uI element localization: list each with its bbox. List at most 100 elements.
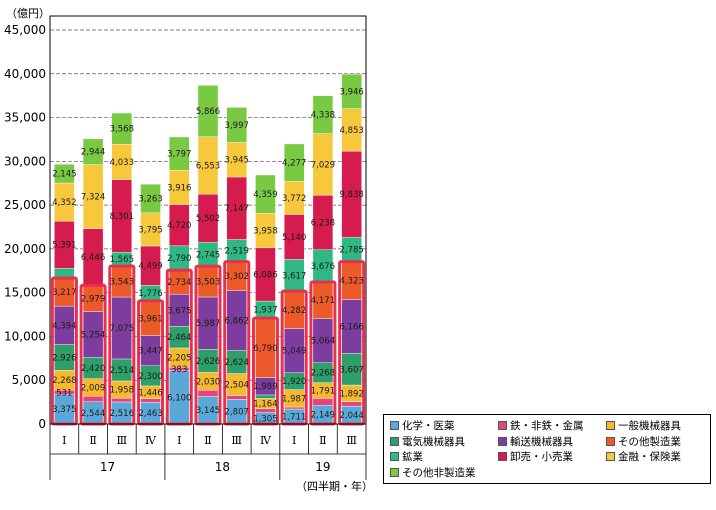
data-label: 6,238 <box>311 218 335 228</box>
data-label: 6,553 <box>196 161 220 171</box>
data-label: 2,519 <box>225 247 249 257</box>
data-label: 5,987 <box>196 319 220 329</box>
data-label: 2,464 <box>167 333 191 343</box>
data-label: 1,305 <box>253 414 277 424</box>
data-label: 3,263 <box>138 194 162 204</box>
y-tick-label: 35,000 <box>4 111 46 125</box>
data-label: 1,989 <box>253 382 277 392</box>
data-label: 5,049 <box>282 347 306 357</box>
x-tick-label: Ⅱ <box>319 434 326 447</box>
data-label: 4,352 <box>52 198 76 208</box>
bar-segment <box>197 85 219 137</box>
data-label: 7,075 <box>110 324 134 334</box>
bar-segment <box>283 143 305 182</box>
chart-bars <box>54 73 362 425</box>
data-label: 1,958 <box>110 386 134 396</box>
legend-item: その他非製造業 <box>390 467 476 480</box>
data-label: 1,446 <box>138 388 162 398</box>
legend-swatch <box>606 421 615 430</box>
legend-label: 輸送機械器具 <box>510 435 573 448</box>
data-label: 2,009 <box>81 384 105 394</box>
data-label: 1,937 <box>253 306 277 316</box>
legend-label: その他非製造業 <box>402 466 476 479</box>
legend-swatch <box>498 436 507 446</box>
x-tick-label: Ⅲ <box>231 434 242 447</box>
y-tick-label: 45,000 <box>4 23 46 37</box>
data-label: 3,795 <box>138 225 162 235</box>
chart-axes: 0 5,000 10,000 15,000 20,000 25,000 30,000 35,0… <box>4 15 367 480</box>
data-label: 3,958 <box>253 227 277 237</box>
data-label: 7,324 <box>81 193 105 203</box>
legend-label: 鉱業 <box>402 451 423 463</box>
legend-item: 電気機械器具 <box>390 436 465 449</box>
data-label: 2,145 <box>52 170 76 180</box>
data-label: 3,797 <box>167 150 191 160</box>
data-label: 2,979 <box>81 294 105 304</box>
y-tick-label: 30,000 <box>4 154 46 168</box>
data-label: 3,375 <box>52 405 76 415</box>
bar-segment <box>82 396 104 402</box>
data-label: 2,300 <box>138 372 162 382</box>
data-label: 2,504 <box>225 381 249 391</box>
data-label: 3,675 <box>167 306 191 316</box>
x-tick-label: Ⅰ <box>62 434 66 447</box>
bar-segment <box>169 136 190 171</box>
data-label: 4,323 <box>339 277 363 287</box>
data-label: 6,086 <box>253 270 277 280</box>
data-label: 5,502 <box>196 214 220 224</box>
data-label: 4,359 <box>253 190 277 200</box>
data-label: 3,145 <box>196 406 220 416</box>
legend-swatch <box>390 421 399 430</box>
data-label: 4,499 <box>138 262 162 272</box>
legend-swatch <box>390 436 399 446</box>
data-label: 1,565 <box>110 255 134 265</box>
data-label: 3,617 <box>282 271 306 281</box>
bar-segment <box>111 397 133 403</box>
bar-segment <box>54 164 75 184</box>
data-label: 2,030 <box>196 377 220 387</box>
plot-frame <box>49 15 367 425</box>
bar-segment <box>312 398 334 406</box>
data-label: 531 <box>56 388 72 398</box>
data-label: 5,866 <box>196 107 220 117</box>
data-label: 7,029 <box>311 160 335 170</box>
legend-swatch <box>498 421 507 430</box>
bar-segment <box>197 389 219 397</box>
data-label: 2,149 <box>311 411 335 421</box>
data-label: 5,064 <box>311 337 335 347</box>
data-label: 383 <box>171 365 187 375</box>
data-label: 2,734 <box>167 278 191 288</box>
data-label: 3,217 <box>52 288 76 298</box>
legend-item: その他製造業 <box>606 436 681 449</box>
data-label: 3,916 <box>167 183 191 193</box>
legend-item: 鉱業 <box>390 451 423 464</box>
data-label: 2,420 <box>81 364 105 374</box>
y-tick-label: 15,000 <box>4 286 46 300</box>
data-label: 2,624 <box>225 358 249 368</box>
data-label: 4,338 <box>311 111 335 121</box>
y-tick-label: 40,000 <box>4 67 46 81</box>
group-label: 18 <box>215 460 230 474</box>
x-axis-label: （四半期・年） <box>296 479 373 493</box>
x-tick-label: Ⅰ <box>292 434 296 447</box>
y-tick-label: 10,000 <box>4 329 46 343</box>
bar-segment <box>226 107 247 143</box>
group-label: 19 <box>315 460 330 474</box>
legend-item: 金融・保険業 <box>606 451 681 464</box>
data-label: 1,892 <box>339 389 363 399</box>
bar-segment <box>341 401 362 407</box>
data-label: 4,033 <box>110 158 134 168</box>
x-tick-label: Ⅳ <box>260 434 272 447</box>
legend-label: 電気機械器具 <box>402 435 465 448</box>
data-label: 5,140 <box>282 233 306 243</box>
bar-segment <box>140 398 161 403</box>
data-label: 2,205 <box>167 354 191 364</box>
data-label: 2,807 <box>225 408 249 418</box>
legend-label: 一般機械器具 <box>618 420 681 432</box>
bar-segment <box>140 183 161 213</box>
data-label: 7,147 <box>225 204 249 214</box>
legend-label: その他製造業 <box>618 435 681 448</box>
data-label: 4,277 <box>282 159 306 169</box>
bar-segment <box>312 95 334 134</box>
data-label: 3,772 <box>282 194 306 204</box>
